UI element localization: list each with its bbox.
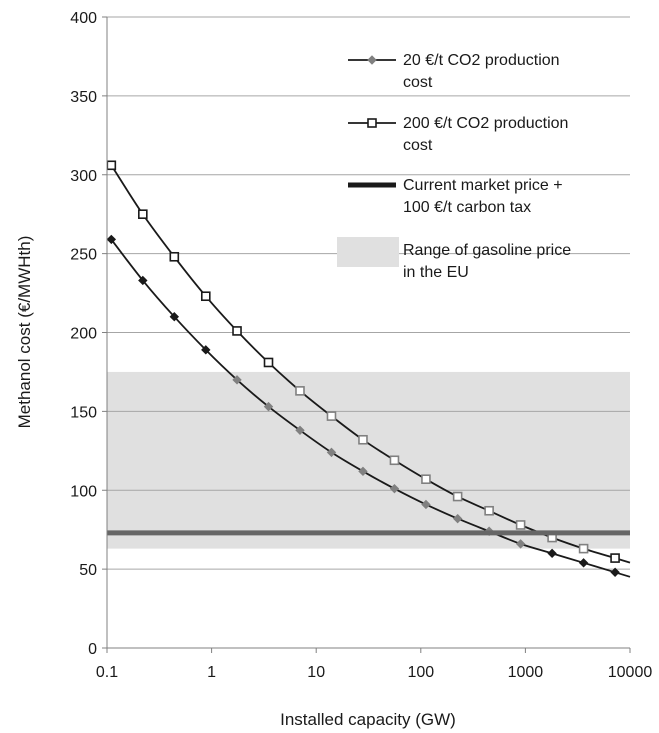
legend-item: Range of gasoline price in the EU: [337, 237, 571, 281]
diamond-marker: [358, 466, 368, 477]
legend-item: 200 €/t CO2 production cost: [348, 115, 568, 154]
square-marker: [578, 543, 589, 554]
square-marker: [138, 209, 148, 219]
square-marker: [106, 160, 117, 171]
square-marker: [452, 491, 463, 502]
legend-label: 20 €/t CO2 production: [403, 52, 560, 69]
legend-item: Current market price + 100 €/t carbon tax: [348, 177, 563, 216]
x-tick-label: 1: [207, 664, 216, 681]
legend-label: 100 €/t carbon tax: [403, 199, 531, 216]
square-marker: [515, 520, 526, 530]
square-marker: [263, 357, 274, 368]
diamond-marker: [263, 401, 274, 412]
diamond-marker: [232, 375, 242, 385]
diamond-marker: [169, 312, 180, 322]
legend-label: cost: [403, 74, 433, 91]
y-tick-label: 150: [70, 404, 97, 421]
y-axis-label: Methanol cost (€/MWHth): [15, 236, 34, 429]
x-tick-label: 1000: [508, 664, 544, 681]
square-marker: [389, 455, 400, 466]
square-marker: [421, 474, 431, 485]
square-marker: [200, 291, 211, 302]
diamond-marker: [578, 558, 589, 568]
diamond-marker: [515, 539, 526, 549]
y-tick-label: 100: [70, 483, 97, 500]
diamond-marker: [201, 345, 211, 355]
legend-label: cost: [403, 137, 433, 154]
legend-item: 20 €/t CO2 production cost: [348, 52, 560, 91]
y-tick-label: 50: [79, 562, 97, 579]
x-tick-label: 100: [407, 664, 434, 681]
diamond-marker: [106, 234, 117, 245]
y-tick-label: 250: [70, 247, 97, 264]
x-tick-label: 10: [307, 664, 325, 681]
gasoline-price-band: [107, 371, 630, 549]
x-tick-label: 10000: [608, 664, 653, 681]
y-tick-label: 400: [70, 10, 97, 27]
x-tick-label: 0.1: [96, 664, 118, 681]
diamond-marker: [367, 55, 377, 65]
square-marker: [610, 553, 620, 563]
square-marker: [295, 386, 305, 396]
square-marker: [358, 434, 368, 445]
diamond-marker: [547, 548, 557, 559]
y-tick-label: 300: [70, 168, 97, 185]
diamond-marker: [138, 275, 148, 286]
diamond-marker: [389, 483, 400, 494]
y-tick-label: 200: [70, 326, 97, 343]
square-marker: [484, 505, 494, 516]
x-axis-label: Installed capacity (GW): [280, 710, 456, 729]
y-tick-label: 0: [88, 641, 97, 658]
legend-swatch: [337, 237, 399, 267]
legend-label: Range of gasoline price: [403, 242, 571, 259]
diamond-marker: [452, 513, 463, 524]
diamond-marker: [610, 567, 620, 577]
square-marker: [367, 118, 377, 128]
square-marker: [326, 411, 337, 421]
square-marker: [169, 251, 180, 262]
legend-label: 200 €/t CO2 production: [403, 115, 568, 132]
diamond-marker: [326, 447, 337, 458]
square-marker: [232, 326, 242, 336]
y-tick-label: 350: [70, 89, 97, 106]
legend-label: in the EU: [403, 264, 469, 281]
diamond-marker: [421, 499, 431, 510]
legend-label: Current market price +: [403, 177, 563, 194]
diamond-marker: [295, 425, 305, 436]
